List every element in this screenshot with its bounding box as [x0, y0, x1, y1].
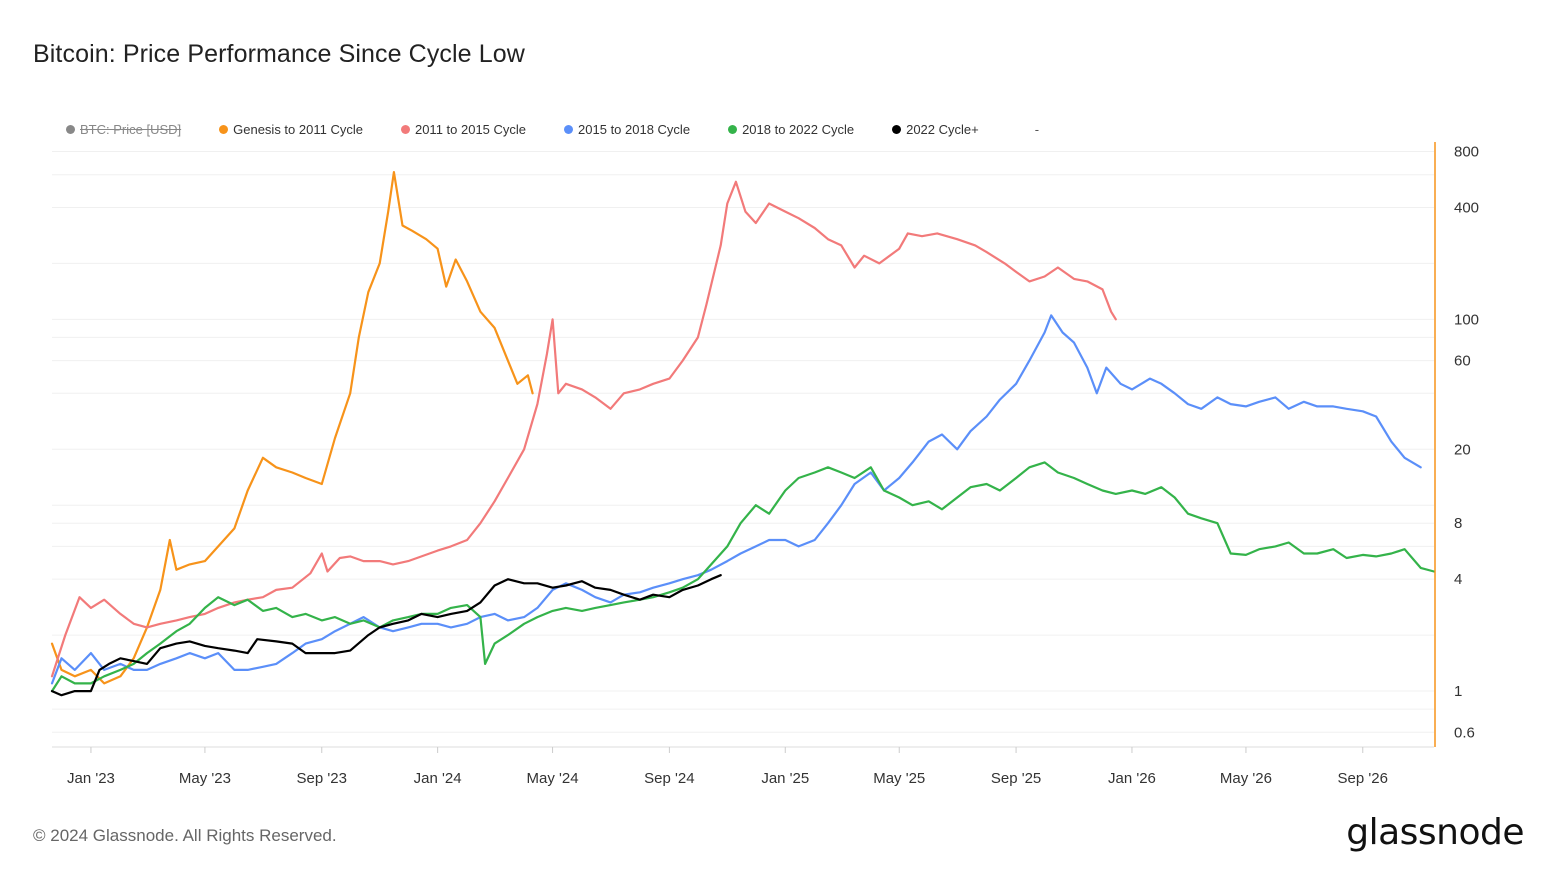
- y-tick-label: 4: [1454, 571, 1462, 588]
- y-tick-label: 100: [1454, 311, 1479, 328]
- x-tick-label: Jan '25: [761, 770, 809, 787]
- x-tick-label: Sep '26: [1338, 770, 1388, 787]
- x-tick-label: Jan '24: [414, 770, 462, 787]
- legend-dot-icon: [66, 124, 75, 134]
- y-tick-label: 8: [1454, 515, 1462, 532]
- x-tick-label: Jan '26: [1108, 770, 1156, 787]
- y-tick-label: 20: [1454, 441, 1471, 458]
- series-line-genesis-to-2011-cycle: [50, 171, 534, 685]
- legend-dot-icon: [564, 124, 574, 134]
- legend-label: 2011 to 2015 Cycle: [414, 121, 527, 137]
- legend-item-2011-2015[interactable]: 2011 to 2015 Cycle: [400, 121, 527, 137]
- chart-legend: BTC: Price [USD] Genesis to 2011 Cycle 2…: [66, 120, 1039, 138]
- series-lines: [50, 171, 1436, 697]
- legend-item-2018-2022[interactable]: 2018 to 2022 Cycle: [728, 122, 854, 137]
- legend-label: 2018 to 2022 Cycle: [742, 121, 855, 137]
- grid-lines: [52, 151, 1434, 733]
- legend-dot-icon: [400, 124, 410, 134]
- legend-item-2015-2018[interactable]: 2015 to 2018 Cycle: [564, 122, 690, 137]
- y-tick-label: 1: [1454, 683, 1462, 700]
- chart-axes: 800 400 100 60 20 8 4 1 0.6 Jan '23 May '23 Sep '23…: [52, 142, 1479, 787]
- y-tick-label: 400: [1454, 199, 1479, 216]
- y-tick-label: 800: [1454, 144, 1479, 161]
- x-tick-label: May '25: [873, 770, 925, 787]
- chart-title: Bitcoin: Price Performance Since Cycle L…: [33, 40, 525, 68]
- copyright-text: © 2024 Glassnode. All Rights Reserved.: [33, 826, 337, 845]
- x-tick-label: May '26: [1220, 770, 1272, 787]
- series-line-2022-cycle-: [50, 574, 722, 697]
- legend-label: Genesis to 2011 Cycle: [233, 121, 363, 137]
- legend-dot-icon: [892, 124, 902, 134]
- glassnode-logo[interactable]: glassnode: [1346, 812, 1524, 853]
- legend-label: 2022 Cycle+: [906, 121, 979, 137]
- series-line-2011-to-2015-cycle: [50, 180, 1117, 678]
- series-line-2018-to-2022-cycle: [50, 461, 1436, 693]
- legend-item-2022-cycle[interactable]: 2022 Cycle+: [892, 122, 979, 137]
- series-line-2015-to-2018-cycle: [50, 314, 1422, 685]
- legend-item-genesis-2011[interactable]: Genesis to 2011 Cycle: [219, 122, 363, 137]
- x-tick-label: May '24: [527, 770, 579, 787]
- legend-label: BTC: Price [USD]: [80, 121, 182, 137]
- x-tick-label: Sep '23: [297, 770, 347, 787]
- legend-item-btc-price[interactable]: BTC: Price [USD]: [66, 122, 181, 137]
- x-tick-label: May '23: [179, 770, 231, 787]
- legend-extra: -: [1034, 121, 1040, 137]
- legend-label: 2015 to 2018 Cycle: [578, 121, 691, 137]
- y-tick-label: 60: [1454, 353, 1471, 370]
- y-tick-label: 0.6: [1454, 724, 1475, 741]
- legend-dot-icon: [728, 124, 738, 134]
- x-tick-label: Sep '24: [644, 770, 694, 787]
- x-tick-label: Jan '23: [67, 770, 115, 787]
- legend-dot-icon: [219, 124, 229, 134]
- x-tick-label: Sep '25: [991, 770, 1041, 787]
